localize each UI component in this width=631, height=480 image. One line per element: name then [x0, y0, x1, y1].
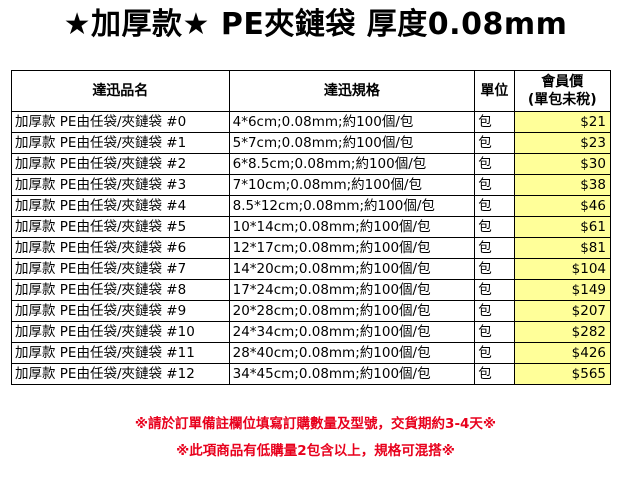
- table-row: 加厚款 PE由任袋/夾鏈袋 #5 10*14cm;0.08mm;約100個/包包 $…: [11, 216, 612, 238]
- cell-name: 加厚款 PE由任袋/夾鏈袋 #10: [11, 321, 230, 343]
- cell-name: 加厚款 PE由任袋/夾鏈袋 #4: [11, 195, 230, 217]
- cell-unit: 包: [474, 174, 515, 196]
- table-row: 加厚款 PE由任袋/夾鏈袋 #7 14*20cm;0.08mm;約100個/包包 $…: [11, 258, 612, 280]
- cell-name: 加厚款 PE由任袋/夾鏈袋 #7: [11, 258, 230, 280]
- cell-name: 加厚款 PE由任袋/夾鏈袋 #11: [11, 342, 230, 364]
- table-row: 加厚款 PE由任袋/夾鏈袋 #6 12*17cm;0.08mm;約100個/包包 $…: [11, 237, 612, 259]
- cell-unit: 包: [474, 153, 515, 175]
- cell-spec: 7*10cm;0.08mm;約100個/包: [228, 174, 476, 196]
- cell-unit: 包: [474, 111, 515, 133]
- cell-name: 加厚款 PE由任袋/夾鏈袋 #2: [11, 153, 230, 175]
- cell-unit: 包: [474, 300, 515, 322]
- cell-spec: 17*24cm;0.08mm;約100個/包: [228, 279, 476, 301]
- table-body: 加厚款 PE由任袋/夾鏈袋 #0 4*6cm;0.08mm;約100個/包包 $21…: [11, 111, 612, 385]
- table-row: 加厚款 PE由任袋/夾鏈袋 #4 8.5*12cm;0.08mm;約100個/包包…: [11, 195, 612, 217]
- cell-unit: 包: [474, 195, 515, 217]
- cell-price: $426: [513, 342, 612, 364]
- cell-price: $21: [513, 111, 612, 133]
- cell-name: 加厚款 PE由任袋/夾鏈袋 #12: [11, 363, 230, 385]
- cell-spec: 8.5*12cm;0.08mm;約100個/包: [228, 195, 476, 217]
- cell-name: 加厚款 PE由任袋/夾鏈袋 #6: [11, 237, 230, 259]
- header-price-line1: 會員價: [541, 74, 584, 90]
- cell-price: $23: [513, 132, 612, 154]
- cell-unit: 包: [474, 342, 515, 364]
- cell-price: $149: [513, 279, 612, 301]
- cell-unit: 包: [474, 216, 515, 238]
- cell-spec: 24*34cm;0.08mm;約100個/包: [228, 321, 476, 343]
- cell-spec: 20*28cm;0.08mm;約100個/包: [228, 300, 476, 322]
- header-price: 會員價 (單包未稅): [513, 70, 612, 112]
- table-row: 加厚款 PE由任袋/夾鏈袋 #2 6*8.5cm;0.08mm;約100個/包包 $…: [11, 153, 612, 175]
- cell-price: $61: [513, 216, 612, 238]
- cell-price: $565: [513, 363, 612, 385]
- cell-price: $282: [513, 321, 612, 343]
- table-row: 加厚款 PE由任袋/夾鏈袋 #0 4*6cm;0.08mm;約100個/包包 $21: [11, 111, 612, 133]
- cell-unit: 包: [474, 132, 515, 154]
- header-unit: 單位: [474, 70, 515, 112]
- table-row: 加厚款 PE由任袋/夾鏈袋 #9 20*28cm;0.08mm;約100個/包包 $…: [11, 300, 612, 322]
- cell-spec: 14*20cm;0.08mm;約100個/包: [228, 258, 476, 280]
- cell-price: $46: [513, 195, 612, 217]
- cell-price: $104: [513, 258, 612, 280]
- header-name: 達迅品名: [11, 70, 230, 112]
- cell-unit: 包: [474, 237, 515, 259]
- cell-name: 加厚款 PE由任袋/夾鏈袋 #5: [11, 216, 230, 238]
- table-row: 加厚款 PE由任袋/夾鏈袋 #12 34*45cm;0.08mm;約100個/包包…: [11, 363, 612, 385]
- cell-spec: 4*6cm;0.08mm;約100個/包: [228, 111, 476, 133]
- cell-unit: 包: [474, 363, 515, 385]
- header-spec: 達迅規格: [228, 70, 476, 112]
- order-note: ※請於訂單備註欄位填寫訂購數量及型號，交貨期約3-4天※: [134, 416, 497, 432]
- cell-name: 加厚款 PE由任袋/夾鏈袋 #9: [11, 300, 230, 322]
- minimum-purchase-note: ※此項商品有低購量2包含以上，規格可混搭※: [176, 443, 455, 459]
- cell-spec: 12*17cm;0.08mm;約100個/包: [228, 237, 476, 259]
- cell-unit: 包: [474, 258, 515, 280]
- cell-price: $81: [513, 237, 612, 259]
- cell-price: $207: [513, 300, 612, 322]
- cell-price: $30: [513, 153, 612, 175]
- table-header-row: 達迅品名 達迅規格 單位 會員價 (單包未稅): [11, 70, 612, 112]
- cell-price: $38: [513, 174, 612, 196]
- table-row: 加厚款 PE由任袋/夾鏈袋 #3 7*10cm;0.08mm;約100個/包包 $3…: [11, 174, 612, 196]
- cell-name: 加厚款 PE由任袋/夾鏈袋 #3: [11, 174, 230, 196]
- cell-unit: 包: [474, 279, 515, 301]
- price-table: 達迅品名 達迅規格 單位 會員價 (單包未稅) 加厚款 PE由任袋/夾鏈袋 #0…: [11, 70, 612, 385]
- cell-spec: 6*8.5cm;0.08mm;約100個/包: [228, 153, 476, 175]
- cell-name: 加厚款 PE由任袋/夾鏈袋 #0: [11, 111, 230, 133]
- cell-spec: 34*45cm;0.08mm;約100個/包: [228, 363, 476, 385]
- table-row: 加厚款 PE由任袋/夾鏈袋 #8 17*24cm;0.08mm;約100個/包包 $…: [11, 279, 612, 301]
- cell-name: 加厚款 PE由任袋/夾鏈袋 #1: [11, 132, 230, 154]
- cell-spec: 10*14cm;0.08mm;約100個/包: [228, 216, 476, 238]
- table-row: 加厚款 PE由任袋/夾鏈袋 #11 28*40cm;0.08mm;約100個/包包…: [11, 342, 612, 364]
- page-title: ★加厚款★ PE夾鏈袋 厚度0.08mm: [63, 7, 568, 42]
- cell-spec: 28*40cm;0.08mm;約100個/包: [228, 342, 476, 364]
- cell-spec: 5*7cm;0.08mm;約100個/包: [228, 132, 476, 154]
- header-price-line2: (單包未稅): [527, 92, 597, 108]
- cell-unit: 包: [474, 321, 515, 343]
- table-row: 加厚款 PE由任袋/夾鏈袋 #10 24*34cm;0.08mm;約100個/包包…: [11, 321, 612, 343]
- table-row: 加厚款 PE由任袋/夾鏈袋 #1 5*7cm;0.08mm;約100個/包包 $23: [11, 132, 612, 154]
- cell-name: 加厚款 PE由任袋/夾鏈袋 #8: [11, 279, 230, 301]
